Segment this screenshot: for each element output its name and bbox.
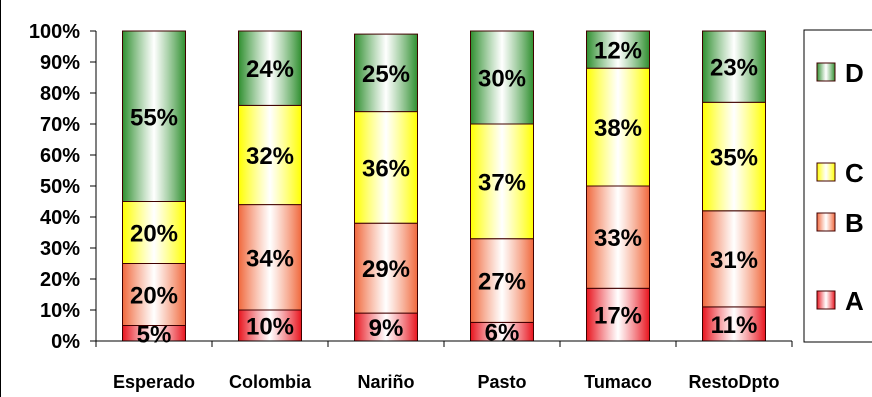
legend-swatch-a <box>816 290 836 310</box>
y-tick-label: 0% <box>51 331 80 353</box>
y-tick-label: 10% <box>40 300 80 322</box>
y-tick-label: 80% <box>40 83 80 105</box>
bar-segment-d <box>354 33 418 113</box>
bar-data-label: 33% <box>594 225 642 252</box>
y-tick-label: 90% <box>40 52 80 74</box>
bar-data-label: 31% <box>710 247 758 274</box>
bar-segment-d <box>702 30 766 103</box>
bar-segment-b <box>702 210 766 308</box>
legend-swatch-d <box>816 62 836 82</box>
bar-data-label: 11% <box>711 312 758 339</box>
bar-data-label: 29% <box>362 256 410 283</box>
bar-data-label: 36% <box>362 155 410 182</box>
bar-segment-c <box>702 101 766 212</box>
x-category-label: Esperado <box>113 372 195 392</box>
bar-data-label: 23% <box>710 55 758 82</box>
bar-segment-d <box>586 30 650 69</box>
bar-data-label: 17% <box>594 303 642 330</box>
y-tick-label: 60% <box>40 145 80 167</box>
legend-swatch-c <box>816 162 836 182</box>
legend-label: C <box>845 158 864 188</box>
x-category-label: Nariño <box>357 372 414 392</box>
bar-data-label: 10% <box>246 314 294 341</box>
x-category-label: Pasto <box>477 372 526 392</box>
bar-segment-a <box>586 287 650 342</box>
bar-data-label: 35% <box>710 145 758 172</box>
bar-segment-c <box>122 201 186 264</box>
y-tick-label: 100% <box>29 21 80 43</box>
y-tick-label: 70% <box>40 114 80 136</box>
bar-segment-a <box>238 309 302 342</box>
bars: 5%20%20%55%10%34%32%24%9%29%36%25%6%27%3… <box>122 30 766 348</box>
bar-data-label: 20% <box>130 283 178 310</box>
x-category-label: Tumaco <box>584 372 652 392</box>
bar-data-label: 38% <box>594 115 642 142</box>
legend-label: B <box>845 208 864 238</box>
bar-data-label: 30% <box>478 66 526 93</box>
y-tick-label: 40% <box>40 207 80 229</box>
y-tick-label: 30% <box>40 238 80 260</box>
x-category-label: RestoDpto <box>689 372 780 392</box>
y-tick-label: 50% <box>40 176 80 198</box>
bar-segment-b <box>586 185 650 289</box>
legend-swatch-b <box>816 212 836 232</box>
bar-segment-c <box>238 104 302 206</box>
bar-data-label: 20% <box>130 221 178 248</box>
bar-segment-b <box>354 222 418 314</box>
bar-segment-c <box>470 123 534 240</box>
bar-segment-a <box>702 306 766 342</box>
bar-segment-b <box>470 238 534 323</box>
bar-data-label: 34% <box>246 245 294 272</box>
bar-data-label: 24% <box>246 56 294 83</box>
bar-data-label: 25% <box>362 61 410 88</box>
bar-segment-d <box>122 30 186 202</box>
bar-data-label: 12% <box>594 38 642 65</box>
y-axis: 0% 10% 20% 30% 40% 50% 60% 70% 80% 90% 100% <box>29 21 97 353</box>
bar-segment-d <box>470 30 534 125</box>
legend-box <box>803 29 872 343</box>
bar-data-label: 32% <box>246 143 294 170</box>
bar-segment-c <box>354 111 418 224</box>
bar-segment-c <box>586 67 650 187</box>
bar-segment-b <box>238 204 302 311</box>
y-tick-label: 20% <box>40 269 80 291</box>
bar-data-label: 6% <box>485 320 520 347</box>
bar-data-label: 27% <box>478 269 526 296</box>
legend-label: A <box>845 286 864 316</box>
bar-data-label: 37% <box>478 169 526 196</box>
legend: D CB A <box>803 29 872 343</box>
x-axis: Esperado Colombia Nariño Pasto Tumaco RestoDp… <box>95 340 793 392</box>
legend-label: D <box>845 58 864 88</box>
bar-data-label: 9% <box>369 315 404 342</box>
bar-data-label: 55% <box>130 104 178 131</box>
x-category-label: Colombia <box>229 372 312 392</box>
bar-segment-d <box>238 30 302 106</box>
